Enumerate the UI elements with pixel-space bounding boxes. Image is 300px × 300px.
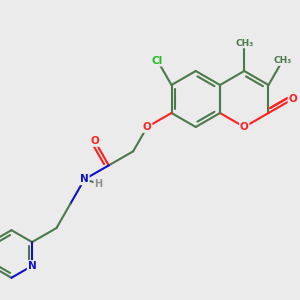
Text: Cl: Cl (152, 56, 163, 66)
Text: N: N (28, 261, 36, 271)
Text: H: H (94, 178, 103, 189)
Text: O: O (240, 122, 249, 132)
Text: O: O (90, 136, 99, 146)
Text: CH₃: CH₃ (273, 56, 292, 65)
Text: N: N (80, 174, 89, 184)
Text: O: O (289, 94, 297, 104)
Text: O: O (143, 122, 152, 132)
Text: CH₃: CH₃ (235, 38, 254, 47)
